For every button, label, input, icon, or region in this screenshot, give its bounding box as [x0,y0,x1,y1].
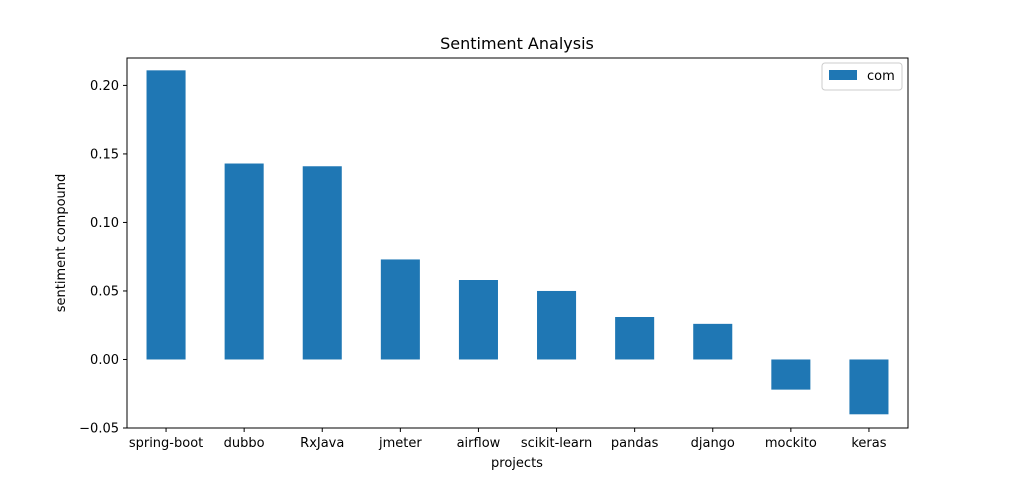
bar-scikit-learn [537,290,577,360]
legend-label: com [867,69,895,84]
chart-title: Sentiment Analysis [440,34,594,53]
x-tick-label: airflow [457,436,501,451]
x-axis-label: projects [491,456,543,471]
bar-dubbo [224,163,264,360]
x-tick-label: django [691,436,735,451]
bars-group [146,70,889,415]
bar-jmeter [380,259,420,360]
y-tick-label: 0.05 [90,284,119,299]
y-tick-label: 0.00 [90,353,119,368]
bar-pandas [615,317,655,360]
x-tick-label: dubbo [224,436,265,451]
bar-keras [849,359,889,415]
bar-RxJava [302,166,342,360]
y-tick-label: 0.15 [90,147,119,162]
x-tick-label: spring-boot [129,436,203,451]
bar-mockito [771,359,811,390]
y-tick-label: 0.10 [90,216,119,231]
legend-box [821,62,903,91]
x-axis: spring-boot dubbo RxJava jmeter airflow sciki… [129,428,887,451]
x-tick-label: mockito [765,436,817,451]
y-tick-label: 0.20 [90,79,119,94]
plot-area-frame [126,57,909,429]
x-tick-label: scikit-learn [521,436,592,451]
y-tick-label: −0.05 [79,422,119,437]
y-axis-label: sentiment compound [54,174,69,313]
x-tick-label: jmeter [378,436,422,451]
bar-airflow [458,280,498,360]
y-axis: −0.05 0.00 0.05 0.10 0.15 0.20 [79,79,127,437]
x-tick-label: pandas [611,436,659,451]
x-tick-label: RxJava [300,436,344,451]
bar-spring-boot [146,70,186,360]
x-tick-label: keras [851,436,886,451]
legend-swatch [829,70,857,80]
bar-django [693,323,733,360]
legend: com [821,62,903,91]
